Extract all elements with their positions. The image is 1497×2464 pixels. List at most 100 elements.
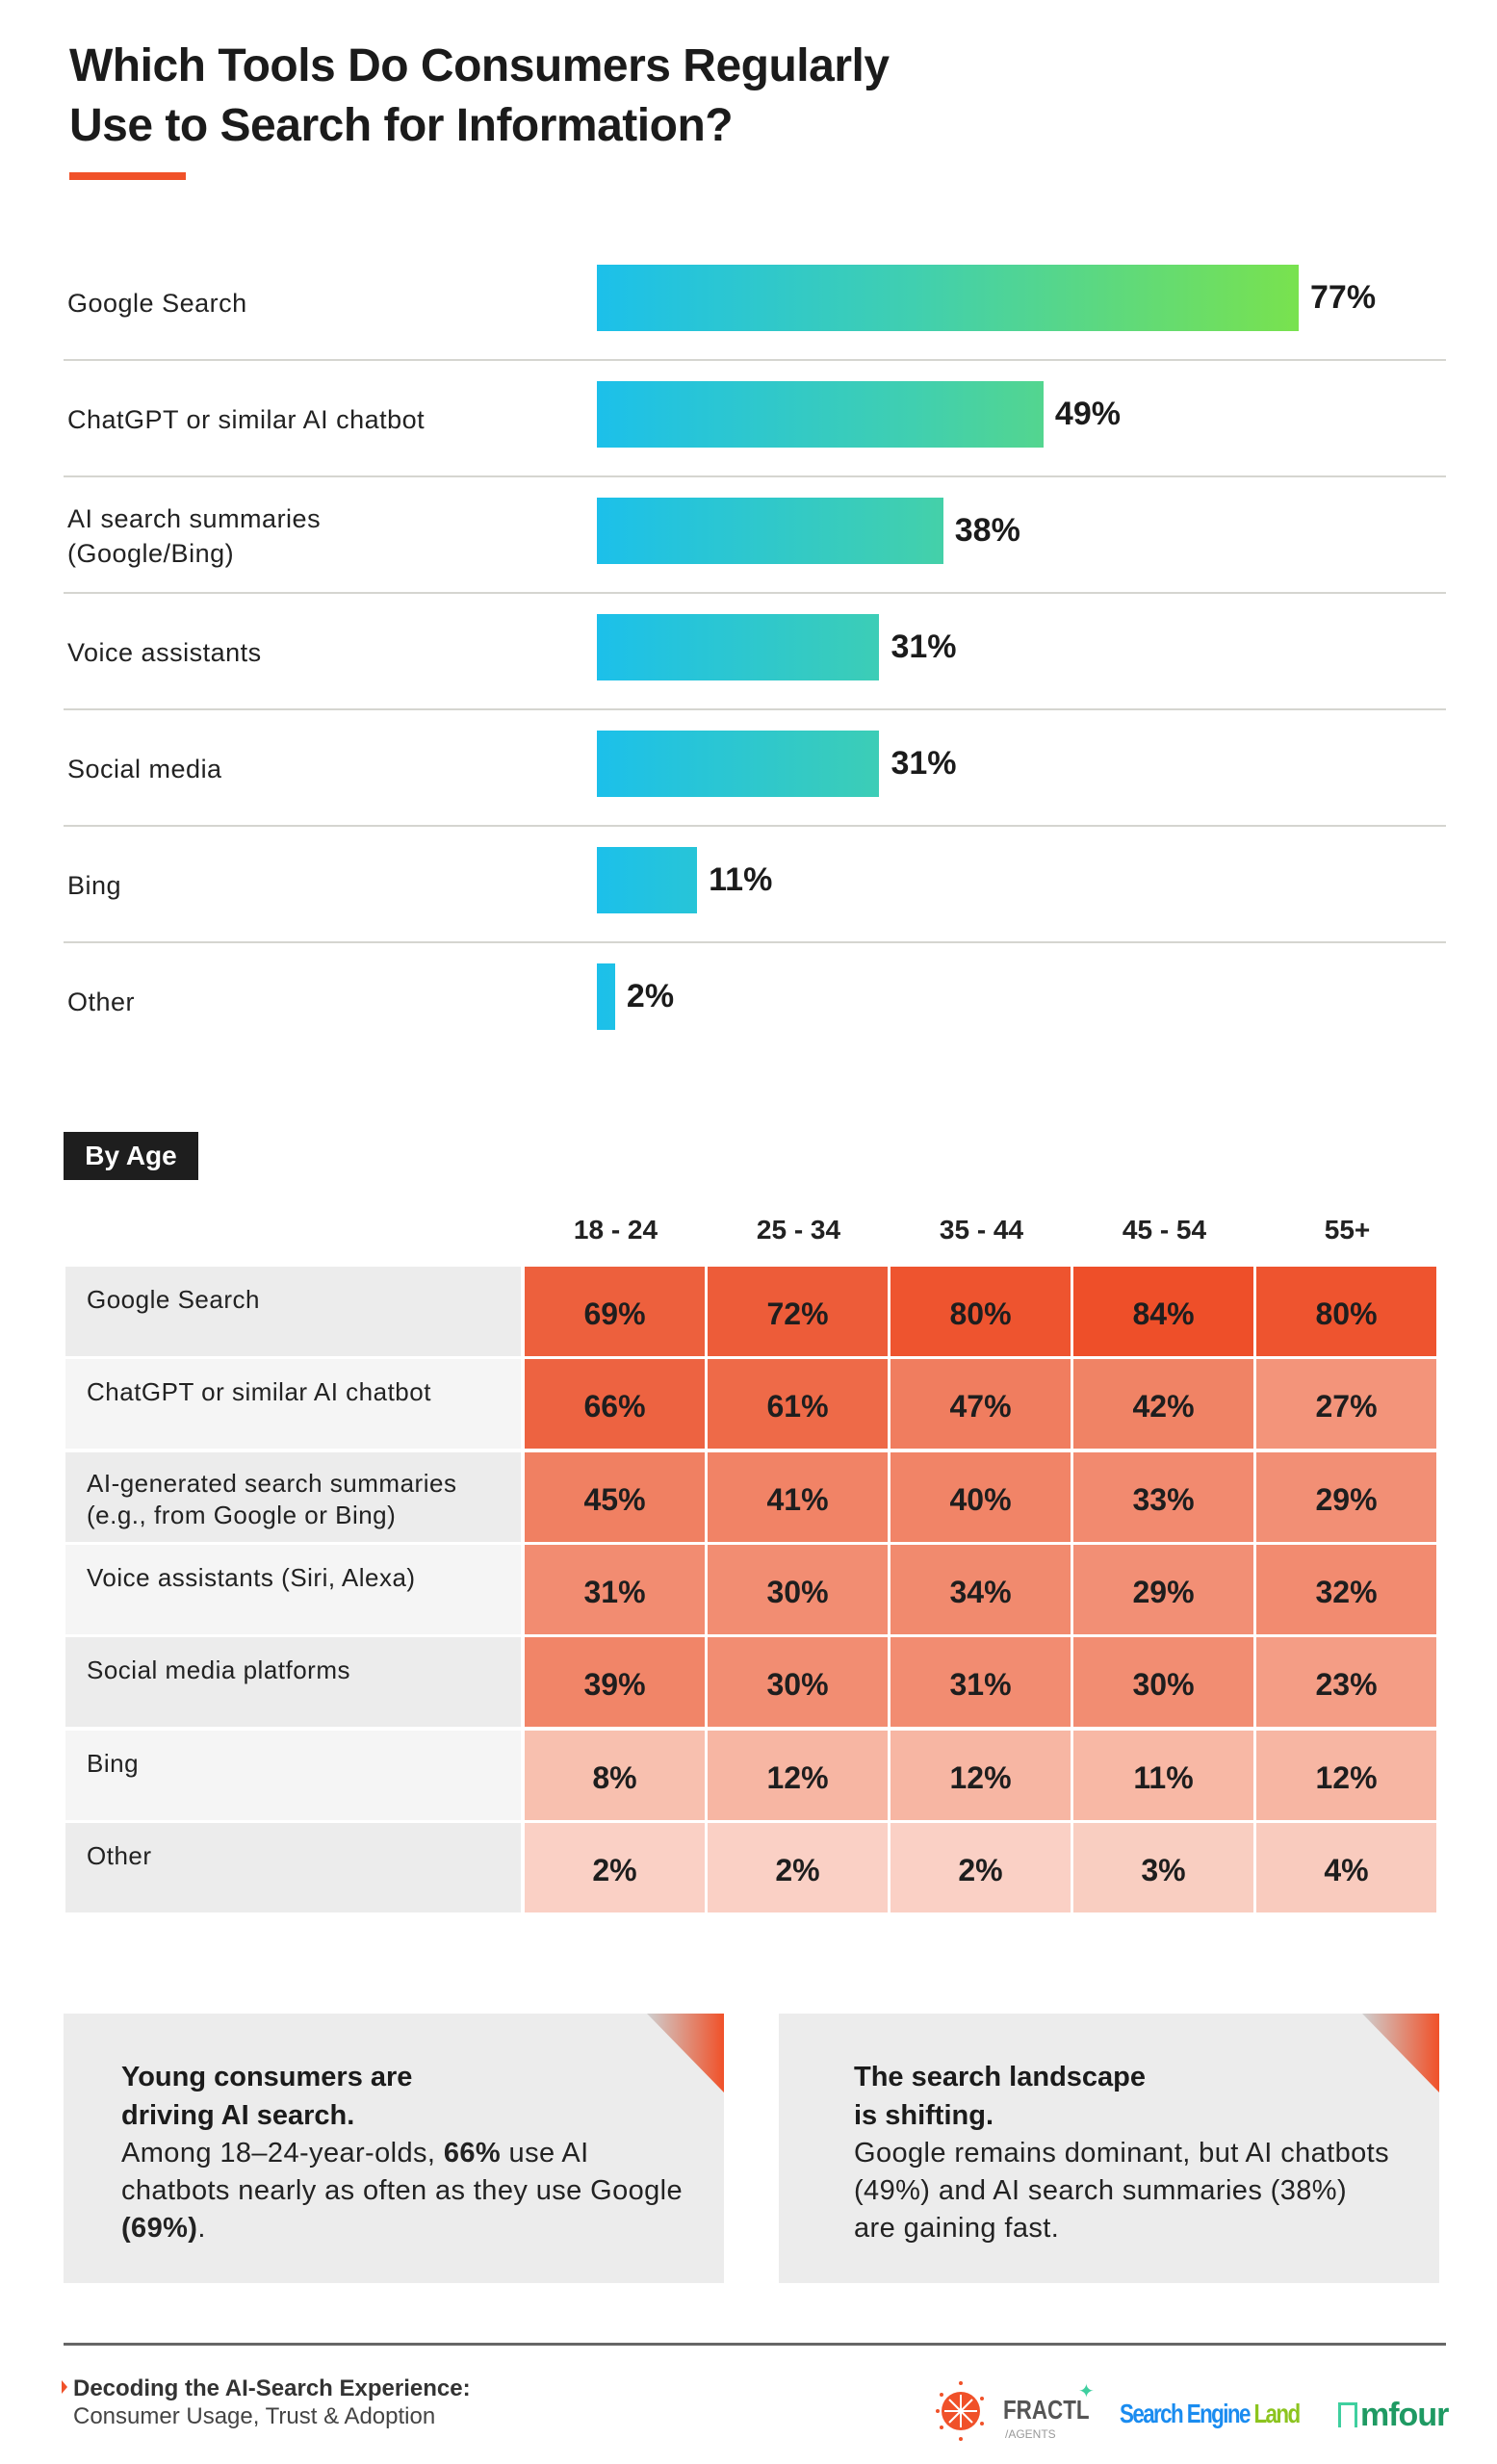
heat-cell: 34% — [890, 1544, 1071, 1634]
heat-cell: 42% — [1073, 1359, 1253, 1450]
heat-cell: 80% — [1256, 1267, 1436, 1356]
heat-cell: 2% — [525, 1822, 705, 1912]
bar — [597, 265, 1299, 331]
bar — [597, 963, 615, 1030]
bar-value-label: 31% — [890, 629, 957, 665]
row-divider — [64, 592, 1446, 594]
heat-cell: 69% — [525, 1267, 705, 1356]
age-column-header: 35 - 44 — [939, 1215, 1024, 1245]
bar-row: Other 2% — [64, 943, 1446, 1060]
heat-cell: 45% — [525, 1451, 705, 1542]
table-row-label: AI-generated search summaries (e.g., from… — [65, 1451, 521, 1542]
table-row-label: Google Search — [65, 1267, 521, 1356]
card-heading: Young consumers are driving AI search. — [121, 2058, 564, 2135]
card-body-text: use AI chatbots nearly as often as they … — [121, 2138, 684, 2206]
fractl-sub: /AGENTS — [1005, 2427, 1056, 2441]
row-divider — [64, 825, 1446, 827]
heat-cell: 33% — [1073, 1451, 1253, 1542]
table-row: Other 2% 2% 2% 3% 4% — [65, 1822, 1445, 1912]
sel-wordmark-a: Search Engine — [1120, 2399, 1254, 2428]
row-divider — [64, 708, 1446, 710]
heat-cell: 30% — [1073, 1637, 1253, 1728]
mfour-wordmark: mfour — [1360, 2397, 1449, 2433]
table-row: Google Search 69% 72% 80% 84% 80% — [65, 1267, 1445, 1356]
table-row: Voice assistants (Siri, Alexa) 31% 30% 34% 2… — [65, 1544, 1445, 1634]
heat-cell: 84% — [1073, 1267, 1253, 1356]
bar-category-label: Social media — [67, 754, 222, 783]
title-line-1: Which Tools Do Consumers Regularly — [69, 40, 890, 91]
heat-cell: 23% — [1256, 1637, 1436, 1728]
title-accent-rule — [69, 172, 186, 180]
heat-cell: 40% — [890, 1451, 1071, 1542]
card-heading-line: is shifting. — [854, 2100, 994, 2131]
heat-cell: 30% — [708, 1637, 888, 1728]
bar — [597, 731, 880, 797]
bar — [597, 614, 880, 680]
bar-value-label: 38% — [954, 512, 1020, 549]
heat-cell: 32% — [1256, 1544, 1436, 1634]
fractl-wordmark: FRACTL — [1003, 2395, 1090, 2425]
row-label-line: (e.g., from Google or Bing) — [87, 1500, 397, 1529]
heat-cell: 31% — [525, 1544, 705, 1634]
card-heading-line: Young consumers are — [121, 2062, 413, 2092]
bar-row: Google Search 77% — [64, 244, 1446, 361]
table-row: ChatGPT or similar AI chatbot 66% 61% 47% 42… — [65, 1359, 1445, 1450]
heat-cell: 27% — [1256, 1359, 1436, 1450]
bar — [597, 381, 1044, 448]
table-row-label: ChatGPT or similar AI chatbot — [65, 1359, 521, 1450]
mfour-logo: mfour — [1338, 2397, 1449, 2434]
footer-title: Decoding the AI-Search Experience: — [73, 2375, 471, 2401]
bar-row: Bing 11% — [64, 827, 1446, 943]
insight-card-landscape: The search landscape is shifting. Google … — [779, 2014, 1439, 2283]
card-body-highlight: 66% — [443, 2138, 502, 2169]
row-divider — [64, 941, 1446, 943]
card-body: Google remains dominant, but AI chatbots… — [854, 2138, 1390, 2244]
bar-category-label: Bing — [67, 870, 122, 900]
heat-cell: 61% — [708, 1359, 888, 1450]
bar-category-label: Google Search — [67, 288, 247, 318]
bar-value-label: 11% — [709, 861, 773, 898]
bar-row: AI search summaries (Google/Bing) 38% — [64, 477, 1446, 594]
bar-value-label: 49% — [1054, 396, 1121, 432]
heat-cell: 8% — [525, 1730, 705, 1820]
heat-cell: 2% — [708, 1822, 888, 1912]
fractl-sun-icon — [936, 2381, 984, 2441]
age-column-header: 25 - 34 — [756, 1215, 841, 1245]
bar-value-label: 77% — [1310, 279, 1377, 316]
footer-subtitle: Consumer Usage, Trust & Adoption — [73, 2403, 436, 2429]
table-row-label: Other — [65, 1822, 521, 1912]
heat-cell: 29% — [1073, 1544, 1253, 1634]
heat-cell: 30% — [708, 1544, 888, 1634]
search-engine-land-logo: Search Engine Land — [1120, 2399, 1301, 2429]
heat-cell: 39% — [525, 1637, 705, 1728]
by-age-badge: By Age — [64, 1132, 198, 1180]
row-label-line: AI-generated search summaries — [87, 1468, 457, 1498]
heat-cell: 3% — [1073, 1822, 1253, 1912]
heat-cell: 47% — [890, 1359, 1071, 1450]
bar — [597, 498, 943, 564]
card-corner-accent — [647, 2014, 724, 2092]
insight-card-young: Young consumers are driving AI search. Am… — [64, 2014, 724, 2283]
heat-cell: 11% — [1073, 1730, 1253, 1820]
bar-value-label: 31% — [890, 745, 957, 782]
fractl-logo: FRACTL /AGENTS ✦ — [934, 2377, 1097, 2445]
heat-cell: 2% — [890, 1822, 1071, 1912]
page-title: Which Tools Do Consumers Regularly Use t… — [69, 37, 1032, 156]
card-body-highlight: (69%) — [121, 2213, 198, 2244]
age-column-header: 55+ — [1324, 1215, 1371, 1245]
heat-cell: 31% — [890, 1637, 1071, 1728]
heat-cell: 12% — [708, 1730, 888, 1820]
table-row-label: Social media platforms — [65, 1637, 521, 1728]
heat-cell: 12% — [890, 1730, 1071, 1820]
age-column-header: 18 - 24 — [573, 1215, 658, 1245]
heat-cell: 41% — [708, 1451, 888, 1542]
row-divider — [64, 475, 1446, 477]
table-row: Social media platforms 39% 30% 31% 30% 23% — [65, 1637, 1445, 1728]
heat-cell: 4% — [1256, 1822, 1436, 1912]
sparkle-icon: ✦ — [1078, 2381, 1095, 2402]
bar-category-label: Voice assistants — [67, 637, 262, 667]
bar-category-label: Other — [67, 987, 136, 1016]
card-body-text: . — [197, 2213, 206, 2244]
table-row-label: Bing — [65, 1730, 521, 1820]
bar-category-label: ChatGPT or similar AI chatbot — [67, 404, 426, 434]
